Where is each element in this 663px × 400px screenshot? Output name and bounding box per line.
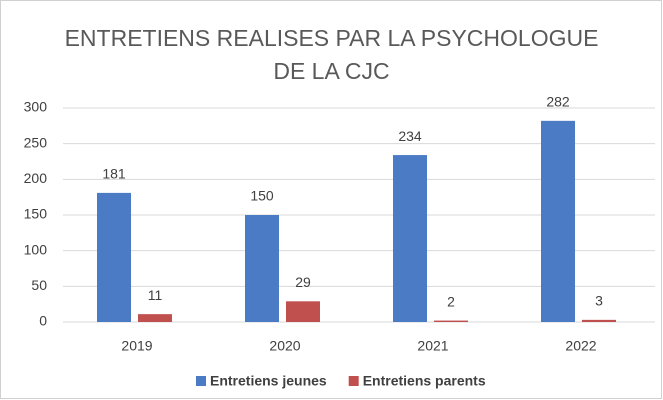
bar <box>582 319 616 322</box>
legend-label: Entretiens jeunes <box>210 373 327 389</box>
legend-swatch <box>348 376 359 386</box>
y-tick-label: 250 <box>24 134 48 150</box>
y-tick-label: 300 <box>24 99 48 115</box>
bar <box>245 215 279 322</box>
y-tick-label: 100 <box>24 241 48 257</box>
bar <box>97 192 131 322</box>
bar <box>286 301 320 322</box>
data-label: 11 <box>148 287 163 303</box>
bar <box>393 155 427 322</box>
data-label: 181 <box>102 166 126 182</box>
bar <box>138 314 172 322</box>
x-tick-label: 2019 <box>121 338 152 354</box>
legend-swatch <box>196 376 206 386</box>
y-tick-label: 0 <box>39 313 47 329</box>
x-tick-label: 2021 <box>417 338 448 354</box>
data-label: 234 <box>398 128 422 144</box>
data-label: 2 <box>447 293 455 309</box>
y-tick-label: 200 <box>24 170 48 186</box>
y-tick-label: 150 <box>24 206 48 222</box>
data-label: 150 <box>250 188 274 204</box>
data-label: 3 <box>595 293 603 309</box>
y-tick-label: 50 <box>31 277 47 293</box>
bar <box>434 320 468 322</box>
data-label: 282 <box>546 94 570 110</box>
x-tick-label: 2020 <box>269 338 300 354</box>
x-tick-label: 2022 <box>565 338 596 354</box>
legend-label: Entretiens parents <box>363 373 486 389</box>
chart-title: ENTRETIENS REALISES PAR LA PSYCHOLOGUE D… <box>64 25 599 84</box>
data-label: 29 <box>295 274 311 290</box>
bar <box>541 120 575 322</box>
